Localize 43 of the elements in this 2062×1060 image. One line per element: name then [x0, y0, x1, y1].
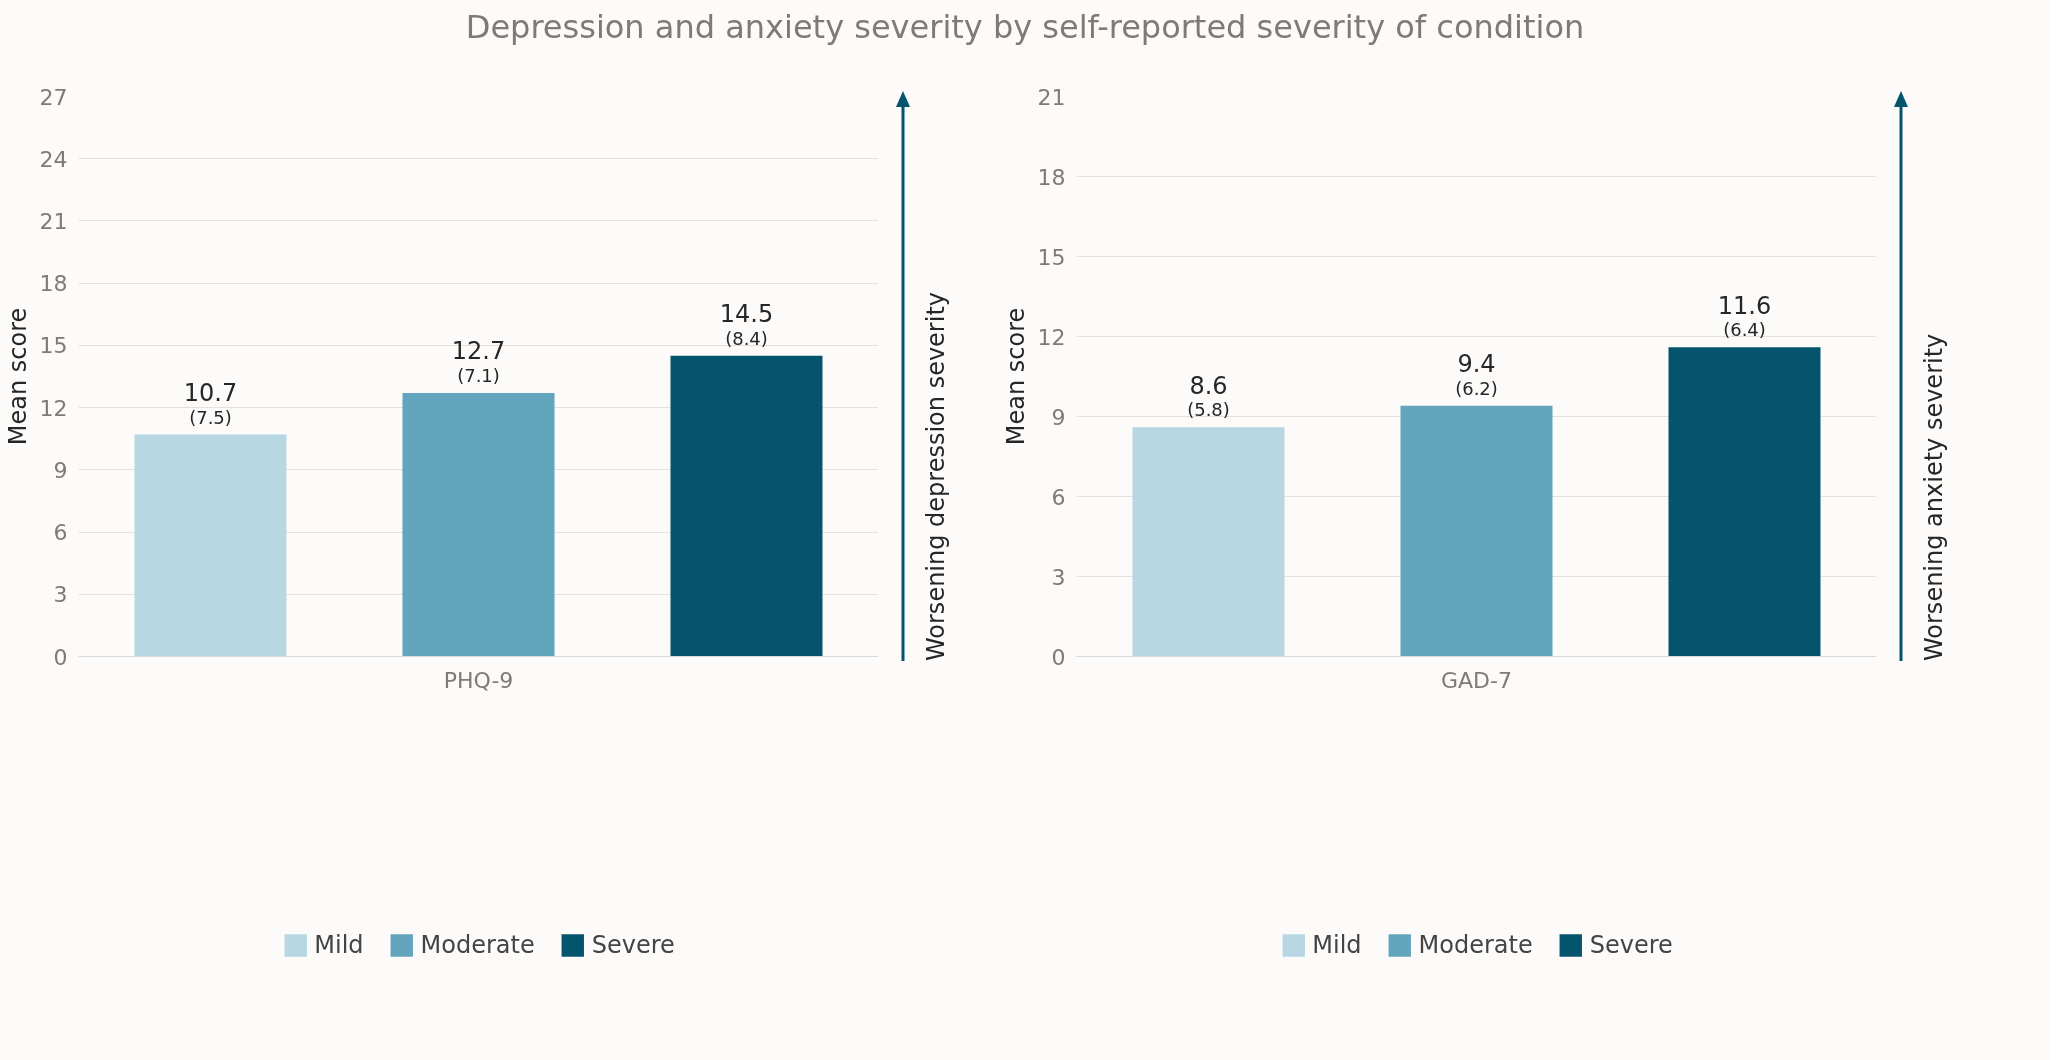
bar [134, 434, 287, 657]
y-tick-label: 0 [1051, 644, 1066, 670]
data-label: 14.5 (8.4) [719, 299, 774, 349]
data-label: 8.6 (5.8) [1187, 371, 1230, 421]
data-label: 9.4 (6.2) [1455, 349, 1498, 399]
bar [402, 392, 555, 657]
x-tick-label: PHQ-9 [443, 667, 514, 693]
y-tick-label: 6 [53, 519, 68, 545]
data-label: 11.6 (6.4) [1717, 291, 1772, 341]
legend-label: Moderate [420, 930, 535, 959]
y-tick-label: 18 [1037, 164, 1066, 190]
legend-label: Mild [314, 930, 364, 959]
y-tick-label: 18 [39, 270, 68, 296]
y-tick-label: 9 [1051, 404, 1066, 430]
legend-label: Mild [1312, 930, 1362, 959]
data-label: 12.7 (7.1) [451, 337, 506, 387]
y-tick-label: 21 [1037, 84, 1066, 110]
data-label: 10.7 (7.5) [183, 378, 238, 428]
bar [1400, 405, 1553, 657]
bar [1132, 426, 1285, 657]
x-tick-label: GAD-7 [1441, 667, 1512, 693]
y-tick-label: 3 [1051, 564, 1066, 590]
y-tick-label: 12 [1037, 324, 1066, 350]
y-tick-label: 21 [39, 208, 68, 234]
text: Worsening depression severity [921, 290, 951, 661]
y-axis-title: Mean score [1001, 307, 1030, 445]
legend-label: Moderate [1418, 930, 1533, 959]
y-tick-label: 24 [39, 146, 68, 172]
y-tick-label: 15 [39, 333, 68, 359]
bar [670, 355, 823, 657]
bar [1668, 346, 1821, 657]
legend-label: Severe [591, 930, 675, 959]
y-tick-label: 12 [39, 395, 68, 421]
y-tick-label: 3 [53, 581, 68, 607]
y-tick-label: 9 [53, 457, 68, 483]
y-tick-label: 27 [39, 84, 68, 110]
text: Worsening anxiety severity [1919, 332, 1949, 661]
y-tick-label: 6 [1051, 484, 1066, 510]
y-tick-label: 15 [1037, 244, 1066, 270]
legend-label: Severe [1589, 930, 1673, 959]
text: Depression and anxiety severity by self-reported severity of condition [465, 7, 1585, 48]
y-axis-title: Mean score [3, 307, 32, 445]
y-tick-label: 0 [53, 644, 68, 670]
